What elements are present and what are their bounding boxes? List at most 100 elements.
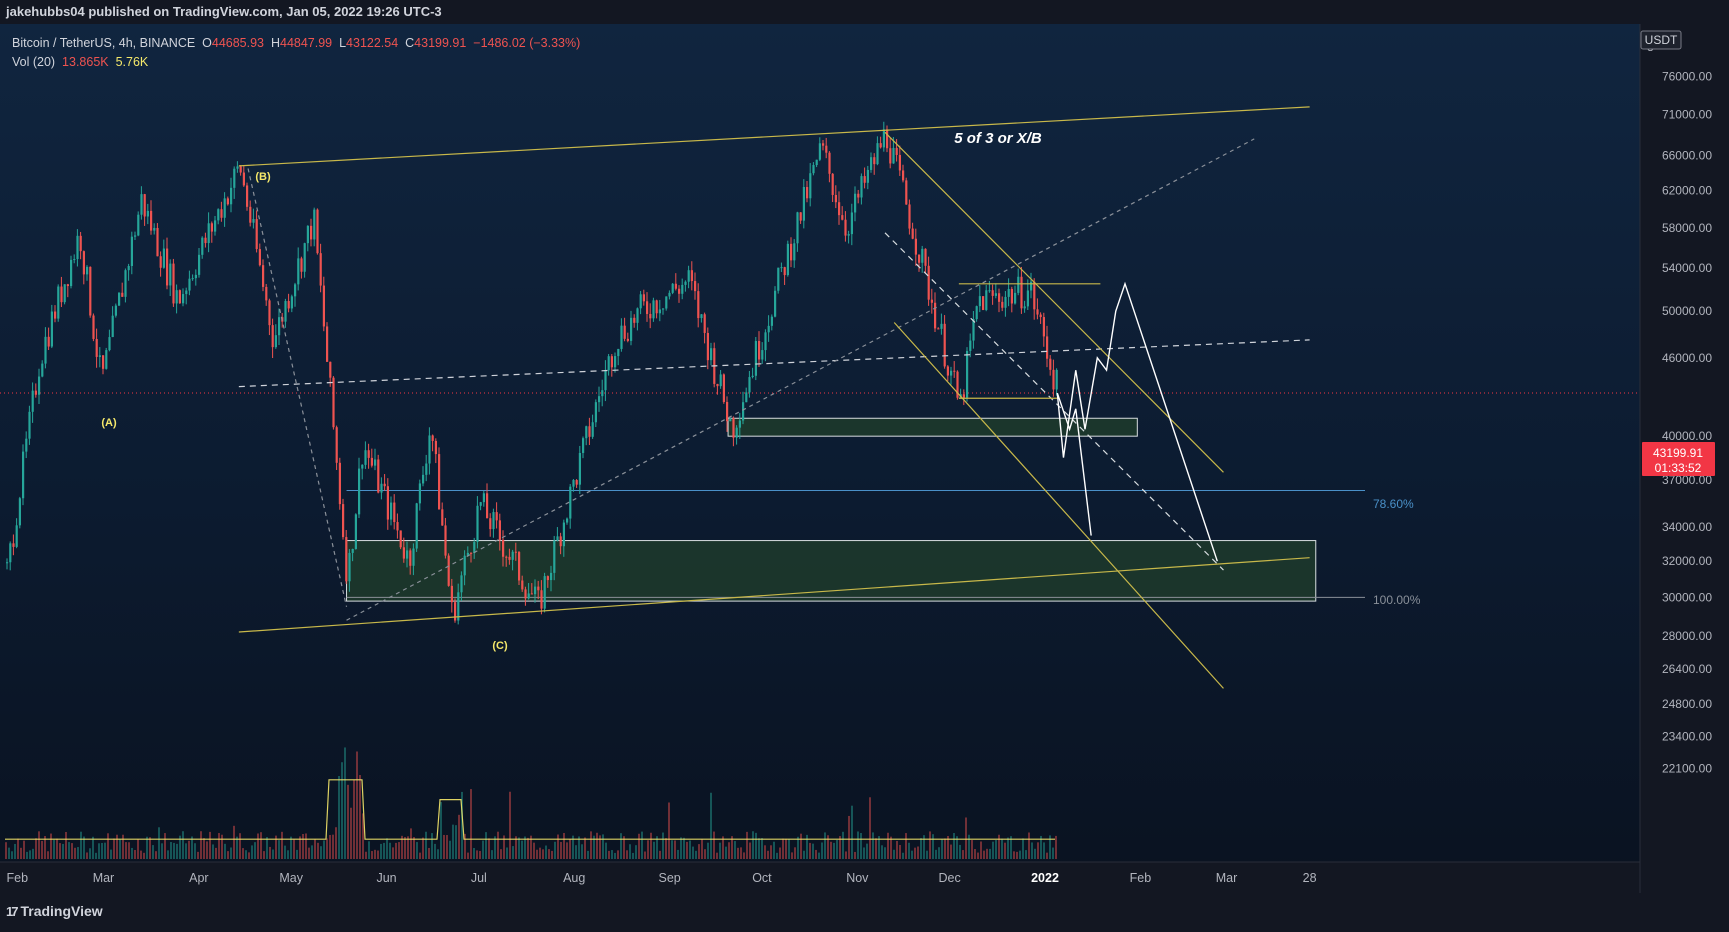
projection-path-main[interactable] (1056, 281, 1218, 562)
candle-body (892, 147, 895, 164)
time-tick-label: Feb (7, 871, 29, 885)
volume-bar (713, 831, 715, 859)
volume-bar (251, 845, 253, 859)
volume-bar (500, 849, 502, 859)
candle-body (950, 370, 953, 376)
candle-body (370, 457, 373, 466)
candle-body (322, 285, 325, 327)
candle-body (217, 209, 220, 221)
wave-b-c-dashed[interactable] (247, 168, 348, 607)
volume-bar (218, 833, 220, 859)
candle-body (383, 483, 386, 487)
candle-body (268, 300, 271, 326)
channel-lower-line[interactable] (238, 557, 1310, 633)
volume-bar (407, 836, 409, 859)
volume-bar (725, 846, 727, 859)
candle-body (351, 549, 354, 553)
volume-bar (314, 839, 316, 859)
volume-bar (701, 839, 703, 859)
tradingview-logo[interactable]: 17 TradingView (6, 903, 103, 919)
price-tick-label: 76000.00 (1662, 70, 1712, 84)
volume-bar (941, 839, 943, 859)
currency-badge[interactable] (1640, 30, 1682, 50)
volume-bar (953, 833, 955, 859)
volume-bar (917, 846, 919, 859)
candle-body (674, 283, 677, 289)
candle-body (966, 350, 969, 398)
candle-body (118, 292, 121, 306)
volume-bar (92, 836, 94, 859)
candle-body (28, 411, 31, 439)
candle-body (114, 305, 117, 316)
price-chart[interactable]: (A) (B) (C) 5 of 3 or X/B 78.60% 100.00%… (0, 24, 1729, 893)
volume-bar (485, 832, 487, 859)
volume-bar (239, 833, 241, 859)
candle-body (409, 550, 412, 566)
volume-bar (200, 831, 202, 859)
candle-body (146, 210, 149, 217)
volume-bar (974, 849, 976, 859)
candle-body (790, 243, 793, 261)
candle-body (457, 592, 460, 621)
down-channel-upper[interactable] (884, 131, 1224, 473)
time-axis-bg (0, 862, 1640, 893)
candle-body (937, 328, 940, 330)
volume-label[interactable]: Vol (20) (12, 55, 56, 69)
candle-body (998, 293, 1001, 302)
volume-bar (872, 832, 874, 859)
projection-path-alt[interactable] (1056, 392, 1092, 536)
down-channel-lower[interactable] (893, 322, 1224, 689)
down-channel-mid[interactable] (884, 232, 1224, 571)
trend-dashed-line[interactable] (346, 138, 1255, 621)
volume-bar (461, 791, 463, 859)
volume-bar (905, 833, 907, 859)
volume-bar (752, 831, 754, 859)
close-value: 43199.91 (414, 36, 467, 50)
volume-bar (560, 841, 562, 859)
volume-bar (233, 825, 235, 859)
candle-body (210, 223, 213, 232)
volume-bar (683, 837, 685, 859)
volume-bar (740, 847, 742, 859)
price-tick-label: 50000.00 (1662, 304, 1712, 318)
volume-bar (446, 835, 448, 859)
footer-bar: 17 TradingView (0, 893, 1729, 932)
current-price-label: 43199.91 (1653, 446, 1703, 460)
midline-dashed[interactable] (238, 339, 1310, 388)
chart-area[interactable]: (A) (B) (C) 5 of 3 or X/B 78.60% 100.00%… (0, 24, 1729, 893)
volume-bar (155, 851, 157, 859)
volume-bar (176, 843, 178, 859)
candle-body (121, 292, 124, 297)
volume-bar (950, 844, 952, 859)
volume-bar (788, 839, 790, 859)
volume-bar (293, 839, 295, 859)
candle-body (466, 552, 469, 556)
volume-bar (47, 851, 49, 859)
volume-bar (611, 850, 613, 859)
candle-body (246, 185, 249, 207)
candle-body (127, 265, 130, 271)
demand-zone-upper[interactable] (727, 417, 1138, 437)
demand-zone-lower[interactable] (346, 540, 1317, 602)
volume-bar (581, 844, 583, 859)
volume-bar (470, 789, 472, 859)
candle-body (604, 370, 607, 391)
candle-body (534, 586, 537, 595)
volume-bar (107, 833, 109, 859)
time-tick-label: 28 (1303, 871, 1317, 885)
candle-body (735, 427, 738, 438)
volume-bar (944, 838, 946, 859)
candle-body (972, 319, 975, 341)
symbol-label[interactable]: Bitcoin / TetherUS, 4h, BINANCE (12, 36, 196, 50)
candle-body (495, 512, 498, 521)
volume-bar (254, 842, 256, 859)
candle-body (898, 154, 901, 171)
channel-upper-line[interactable] (238, 106, 1310, 167)
candle-body (226, 198, 229, 205)
candle-body (236, 166, 239, 169)
time-tick-label: Oct (752, 871, 772, 885)
volume-bar (131, 847, 133, 859)
candle-body (569, 486, 572, 519)
volume-bar (743, 852, 745, 859)
volume-bar (926, 850, 928, 859)
